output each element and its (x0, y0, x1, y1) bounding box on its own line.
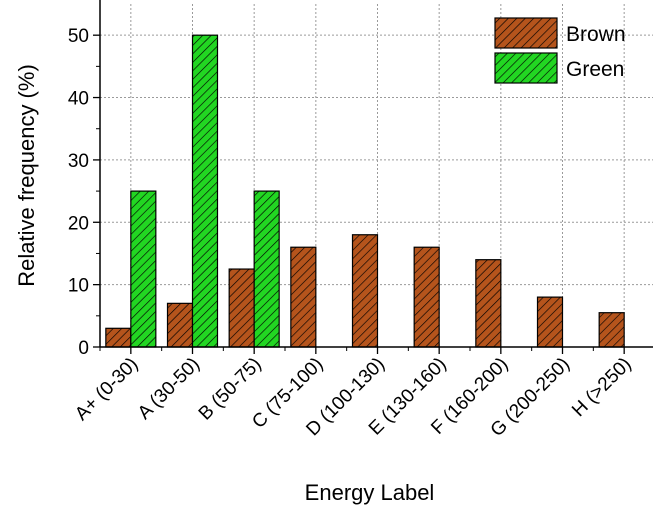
y-tick-label: 40 (68, 89, 89, 110)
bar-brown (413, 246, 440, 348)
y-tick-label: 20 (68, 213, 89, 234)
bar-green (191, 34, 219, 348)
legend: Brown Green (494, 17, 626, 84)
bar-brown (228, 268, 255, 348)
bars (105, 34, 625, 348)
bar-brown (290, 246, 317, 348)
bar-brown (105, 327, 132, 348)
bar-green (253, 190, 280, 348)
x-tick-label: H (>250) (568, 354, 635, 421)
bar-brown (598, 312, 625, 348)
bar-brown (475, 259, 502, 348)
bar-brown (166, 302, 194, 348)
x-axis-title: Energy Label (305, 480, 435, 505)
y-tick-label: 10 (68, 276, 89, 297)
x-tick-label: A (30-50) (134, 354, 204, 424)
y-axis-title: Relative frequency (%) (14, 64, 39, 287)
bar-brown (536, 296, 564, 348)
bar-brown (351, 234, 379, 348)
y-tick-label: 50 (68, 26, 89, 47)
x-tick-label: A+ (0-30) (71, 354, 142, 425)
legend-swatch-brown (494, 17, 558, 49)
legend-swatch-green (494, 52, 558, 84)
legend-label-brown: Brown (566, 23, 626, 46)
y-tick-label: 0 (78, 338, 89, 359)
legend-label-green: Green (566, 58, 624, 81)
y-tick-label: 30 (68, 151, 89, 172)
bar-green (130, 190, 157, 348)
